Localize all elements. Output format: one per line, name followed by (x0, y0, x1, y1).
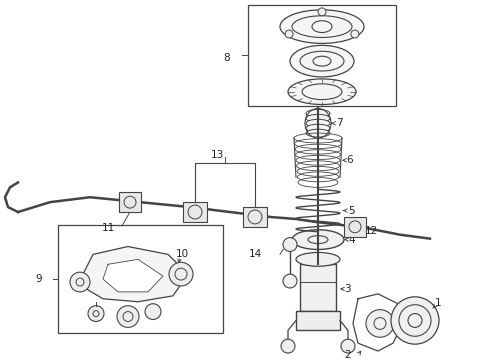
Ellipse shape (292, 230, 344, 249)
Circle shape (88, 306, 104, 321)
Text: 14: 14 (249, 249, 262, 260)
Circle shape (283, 238, 297, 251)
Ellipse shape (296, 252, 340, 266)
Text: 2: 2 (344, 350, 351, 360)
Bar (300, 264, 336, 311)
Circle shape (391, 297, 439, 344)
Circle shape (341, 339, 355, 353)
Ellipse shape (280, 10, 364, 44)
Text: 3: 3 (344, 284, 351, 294)
Bar (243, 207, 267, 227)
Text: 12: 12 (365, 226, 378, 236)
Ellipse shape (306, 124, 330, 132)
Text: 5: 5 (348, 206, 355, 216)
Circle shape (318, 8, 326, 16)
Circle shape (169, 262, 193, 286)
Circle shape (70, 272, 90, 292)
Circle shape (351, 30, 359, 38)
Ellipse shape (306, 129, 330, 137)
Ellipse shape (306, 114, 330, 122)
Polygon shape (78, 247, 188, 302)
Circle shape (117, 306, 139, 327)
Bar (296, 311, 340, 330)
Text: 8: 8 (223, 53, 230, 63)
Text: 1: 1 (435, 298, 441, 308)
Ellipse shape (290, 45, 354, 77)
Bar (183, 202, 207, 222)
Bar (344, 217, 366, 237)
Bar (58, 225, 223, 333)
Text: 9: 9 (35, 274, 42, 284)
Ellipse shape (306, 109, 330, 117)
Ellipse shape (288, 79, 356, 104)
Text: 7: 7 (336, 118, 343, 128)
Text: 10: 10 (176, 249, 189, 260)
Circle shape (285, 30, 293, 38)
Text: 6: 6 (346, 155, 353, 165)
Text: 13: 13 (211, 150, 224, 160)
Text: 11: 11 (101, 223, 115, 233)
Circle shape (366, 310, 394, 337)
Ellipse shape (306, 119, 330, 127)
Circle shape (283, 274, 297, 288)
Bar (248, 5, 396, 105)
Circle shape (145, 304, 161, 320)
Text: 4: 4 (348, 235, 355, 245)
Polygon shape (103, 259, 163, 292)
Bar (119, 192, 141, 212)
Circle shape (281, 339, 295, 353)
